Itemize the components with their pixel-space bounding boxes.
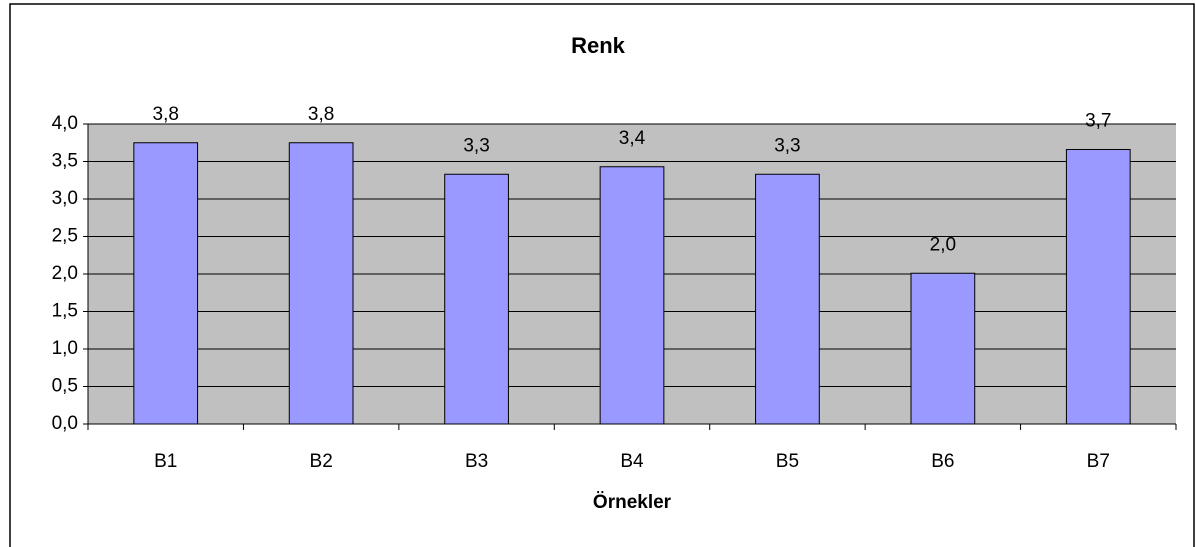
x-tick-label: B7 (1087, 451, 1110, 472)
y-tick-label: 2,5 (52, 226, 78, 247)
y-tick-label: 2,0 (52, 263, 78, 284)
x-axis-title: Örnekler (593, 492, 672, 513)
data-label: 3,8 (308, 104, 334, 125)
x-tick-label: B2 (310, 451, 333, 472)
x-tick-label: B6 (931, 451, 954, 472)
bar (755, 173, 820, 425)
y-tick-label: 0,0 (52, 413, 78, 434)
x-tick-label: B4 (620, 451, 644, 472)
bar (599, 166, 665, 425)
data-label: 3,3 (463, 135, 489, 156)
bar (444, 173, 509, 425)
y-tick-label: 3,5 (52, 151, 78, 172)
bar (910, 272, 976, 425)
y-tick-label: 1,0 (52, 338, 78, 359)
x-tick-label: B5 (776, 451, 799, 472)
y-tick-label: 4,0 (52, 113, 78, 134)
x-tick-label: B1 (154, 451, 177, 472)
data-label: 2,0 (930, 234, 956, 255)
y-tick-label: 0,5 (52, 376, 78, 397)
bar (133, 142, 199, 425)
y-tick-label: 3,0 (52, 188, 78, 209)
data-label: 3,7 (1085, 111, 1111, 132)
data-label: 3,4 (619, 128, 646, 149)
chart-title: Renk (571, 33, 626, 58)
x-tick-label: B3 (465, 451, 488, 472)
data-label: 3,3 (774, 135, 800, 156)
data-label: 3,8 (153, 104, 179, 125)
bar (288, 142, 354, 425)
y-tick-label: 1,5 (52, 301, 78, 322)
bar (1065, 149, 1131, 425)
